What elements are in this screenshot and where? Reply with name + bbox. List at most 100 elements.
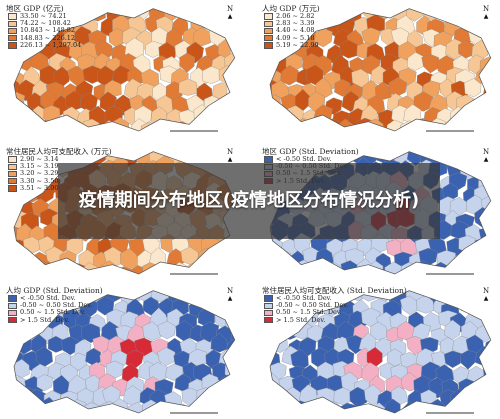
- map-district: [2, 94, 10, 115]
- legend-label: -0.50 ~ 0.50 Std. Dev.: [20, 301, 93, 310]
- map-district: [157, 347, 176, 366]
- north-label: N: [482, 287, 490, 295]
- map-district: [478, 414, 497, 418]
- map-district: [27, 389, 47, 409]
- map-district: [156, 265, 176, 275]
- map-district: [416, 8, 434, 10]
- legend-swatch: [264, 316, 273, 324]
- map-district: [466, 103, 484, 123]
- map-district: [2, 208, 14, 228]
- map-district: [129, 151, 149, 152]
- map-district: [175, 403, 192, 414]
- map-district: [413, 91, 434, 112]
- map-district: [258, 133, 272, 135]
- map-district: [488, 95, 491, 114]
- map-district: [270, 247, 277, 268]
- legend-item: < -0.50 Std. Dev.: [8, 294, 92, 302]
- map-district: [97, 2, 114, 8]
- north-label: N: [226, 148, 234, 156]
- map-district: [2, 65, 10, 85]
- map-district: [148, 130, 168, 132]
- map-district: [230, 325, 235, 343]
- map-district: [406, 8, 424, 22]
- map-district: [91, 413, 108, 417]
- map-district: [300, 414, 317, 417]
- map-district: [236, 19, 242, 38]
- map-district: [92, 335, 110, 354]
- map-district: [489, 239, 491, 258]
- map-district: [417, 290, 435, 293]
- map-district: [45, 273, 63, 275]
- map-district: [270, 107, 288, 127]
- map-district: [314, 28, 333, 48]
- legend-swatch: [8, 309, 17, 317]
- north-arrow-icon: N ▲: [224, 287, 236, 302]
- map-district: [160, 8, 179, 10]
- map-district: [496, 150, 499, 167]
- map-district: [196, 272, 214, 275]
- map-district: [2, 263, 12, 278]
- map-district: [258, 237, 268, 256]
- legend-label: 2.83 ~ 3.39: [276, 19, 315, 28]
- legend-swatch: [8, 316, 17, 324]
- legend-swatch: [264, 13, 273, 20]
- legend-label: 0.50 ~ 1.5 Std. Dev.: [20, 308, 86, 317]
- map-district: [190, 145, 208, 150]
- map-district: [416, 295, 435, 314]
- map-district: [2, 299, 7, 318]
- map-district: [59, 275, 77, 278]
- map-legend: < -0.50 Std. Dev.-0.50 ~ 0.50 Std. Dev.0…: [8, 294, 93, 324]
- map-district: [2, 334, 4, 354]
- map-district: [88, 8, 106, 22]
- map-district: [60, 336, 80, 356]
- map-district: [435, 151, 454, 163]
- map-district: [103, 414, 121, 417]
- legend-label: 148.83 ~ 226.12: [20, 33, 76, 42]
- map-district: [112, 8, 129, 13]
- map-district: [339, 8, 357, 10]
- map-district: [230, 119, 235, 132]
- map-district: [234, 261, 235, 275]
- map-district: [273, 273, 293, 275]
- map-district: [313, 132, 331, 135]
- legend-swatch: [8, 302, 17, 310]
- map-district: [311, 401, 331, 414]
- map-district: [482, 82, 491, 103]
- map-district: [23, 261, 43, 275]
- map-district: [14, 120, 24, 132]
- map-district: [420, 389, 437, 409]
- map-district: [482, 309, 491, 328]
- map-district: [240, 82, 243, 102]
- region-boundary: [269, 8, 492, 132]
- map-district: [178, 109, 197, 130]
- map-district: [205, 284, 223, 287]
- map-district: [456, 121, 476, 132]
- map-district: [14, 264, 24, 275]
- map-district: [77, 132, 94, 135]
- map-title: 地区 GDP (Std. Deviation): [262, 147, 359, 156]
- map-district: [376, 132, 393, 135]
- map-district: [14, 402, 27, 414]
- map-district: [346, 414, 364, 417]
- map-district: [357, 2, 376, 6]
- map-district: [258, 3, 261, 20]
- map-district: [236, 284, 243, 292]
- map-district: [210, 104, 227, 124]
- map-district: [241, 2, 242, 21]
- map-district: [258, 264, 264, 278]
- map-district: [2, 134, 18, 135]
- map-district: [409, 414, 426, 417]
- overlay-title: 疫情期间分布地区(疫情地区分布情况分析): [78, 190, 420, 211]
- map-district: [330, 8, 348, 24]
- legend-label: 3.51 ~ 3.90: [20, 183, 59, 192]
- map-district: [439, 290, 457, 305]
- map-district: [2, 121, 10, 135]
- map-district: [233, 66, 235, 87]
- map-district: [2, 109, 5, 129]
- legend-label: > 1.5 Std. Dev.: [20, 315, 70, 324]
- map-district: [203, 120, 222, 132]
- legend-label: -0.50 ~ 0.50 Std. Dev.: [276, 301, 349, 310]
- map-district: [14, 248, 18, 266]
- map-district: [97, 296, 115, 316]
- map-district: [208, 129, 227, 132]
